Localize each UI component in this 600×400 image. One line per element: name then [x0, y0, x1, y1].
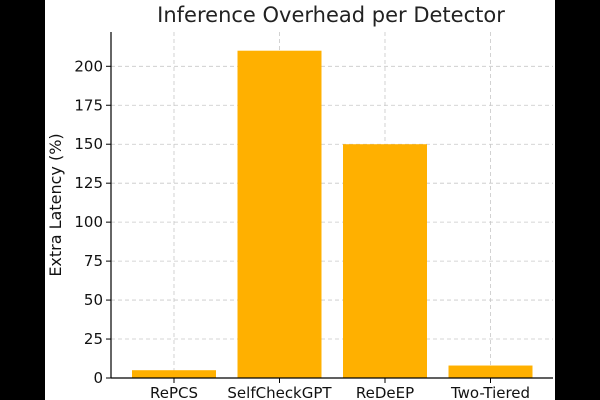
- y-tick-label: 25: [84, 330, 103, 348]
- y-tick-label: 200: [74, 57, 103, 75]
- x-tick-label: ReDeEP: [356, 384, 414, 400]
- y-tick-label: 100: [74, 213, 103, 231]
- x-tick-label: SelfCheckGPT: [227, 384, 332, 400]
- y-tick-label: 150: [74, 135, 103, 153]
- bar-two-tiered: [448, 365, 533, 378]
- axes: [110, 32, 553, 379]
- x-tick-label: RePCS: [150, 384, 198, 400]
- y-tick-label: 125: [74, 174, 103, 192]
- y-tick-label: 175: [74, 96, 103, 114]
- bar-selfcheckgpt: [237, 50, 322, 379]
- y-tick-label: 50: [84, 291, 103, 309]
- y-ticks: 0 25 50 75 100 125 150 175 200: [74, 57, 111, 387]
- bar-redeep: [343, 144, 427, 378]
- bar-repcs: [132, 370, 216, 378]
- y-tick-label: 75: [84, 252, 103, 270]
- y-tick-label: 0: [93, 369, 103, 387]
- chart-canvas: Inference Overhead per Detector Extra La…: [45, 0, 555, 400]
- chart-title: Inference Overhead per Detector: [157, 3, 505, 27]
- bars: [132, 50, 533, 379]
- grid-lines: [111, 32, 553, 379]
- y-axis-label: Extra Latency (%): [46, 133, 65, 276]
- x-tick-label: Two-Tiered: [450, 384, 530, 400]
- x-ticks: RePCS SelfCheckGPT ReDeEP Two-Tiered: [150, 378, 530, 400]
